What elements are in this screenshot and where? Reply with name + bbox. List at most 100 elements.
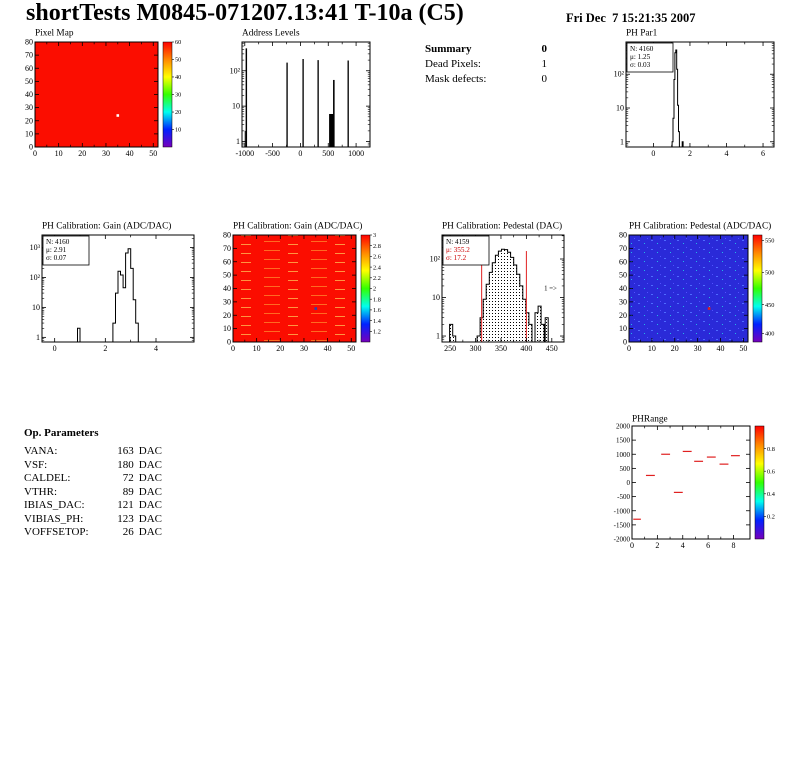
- op-parameter-label: VANA:: [24, 445, 58, 457]
- op-parameter-row: IBIAS_DAC: 121 DAC: [24, 499, 162, 513]
- svg-text:2.2: 2.2: [373, 275, 381, 282]
- pedestal-map-chart: 0 10 20 30 40 5001020304050607080550500450400…: [619, 221, 774, 354]
- op-parameters-block: Op. Parameters VANA: 163 DAC VSF: 180 DA…: [24, 427, 162, 540]
- svg-text:μ: 1.25: μ: 1.25: [630, 53, 651, 61]
- svg-text:30: 30: [25, 103, 33, 112]
- svg-text:-500: -500: [617, 493, 630, 501]
- svg-text:80: 80: [619, 231, 627, 240]
- svg-text:350: 350: [495, 344, 507, 353]
- panel-ph-par1: 0 2 4 6 10² 10 1 N: 4160 μ: 1.25 σ: 0.03 PH Par1: [600, 26, 786, 162]
- svg-text:10: 10: [55, 149, 63, 158]
- op-parameter-unit: DAC: [138, 526, 162, 538]
- svg-text:1.4: 1.4: [373, 318, 382, 325]
- svg-text:0: 0: [651, 149, 655, 158]
- svg-text:10: 10: [648, 344, 656, 353]
- svg-text:PH Calibration: Pedestal (DAC): PH Calibration: Pedestal (DAC): [442, 221, 562, 232]
- svg-text:N: 4160: N: 4160: [46, 238, 70, 246]
- summary-row-label: Mask defects:: [425, 73, 487, 85]
- svg-text:30: 30: [694, 344, 702, 353]
- svg-text:50: 50: [739, 344, 747, 353]
- op-parameter-unit: DAC: [138, 499, 162, 511]
- svg-text:σ: 0.07: σ: 0.07: [46, 254, 67, 262]
- svg-text:550: 550: [765, 238, 774, 245]
- svg-text:10: 10: [25, 129, 33, 138]
- op-parameter-unit: DAC: [138, 472, 162, 484]
- panel-address-levels: -1000 -500 0 500 1000 10² 10 1 Address Levels: [224, 26, 376, 162]
- svg-text:20: 20: [175, 109, 181, 116]
- svg-text:10: 10: [232, 102, 240, 111]
- svg-text:Address Levels: Address Levels: [242, 29, 300, 39]
- summary-heading-row: Summary 0: [425, 42, 547, 57]
- svg-text:30: 30: [175, 92, 181, 99]
- svg-text:50: 50: [223, 271, 231, 280]
- svg-text:N: 4159: N: 4159: [446, 238, 470, 246]
- op-parameter-row: CALDEL: 72 DAC: [24, 472, 162, 486]
- ph-range-chart: 0 2 4 6 8 2000 1500 1000 500 0 -500 -1000 -1500 -2000…: [614, 415, 776, 551]
- svg-text:-1000: -1000: [614, 507, 631, 515]
- svg-text:30: 30: [300, 344, 308, 353]
- summary-block: Summary 0 Dead Pixels: 1 Mask defects: 0: [425, 42, 547, 87]
- panel-pixel-map: 0 10 20 30 40 50 0 10 20 30 40 50 60 70 80 60 50 40 30 20 10…: [16, 26, 208, 162]
- panel-pedestal-histogram: 250 300 350 400 450 10² 10 1 N: 4159 μ: 355.2 σ: 1…: [416, 219, 574, 357]
- svg-text:2.8: 2.8: [373, 243, 381, 250]
- svg-text:500: 500: [620, 465, 631, 473]
- summary-rows: Dead Pixels: 1 Mask defects: 0: [425, 57, 547, 87]
- svg-text:1 =>: 1 =>: [544, 286, 557, 293]
- pixel-map-chart: 0 10 20 30 40 50 0 10 20 30 40 50 60 70 80 60 50 40 30 20 10…: [25, 29, 181, 159]
- svg-text:2000: 2000: [616, 423, 631, 431]
- svg-text:30: 30: [223, 297, 231, 306]
- op-parameter-label: VSF:: [24, 458, 48, 471]
- summary-heading: Summary: [425, 43, 472, 55]
- op-parameters-rows: VANA: 163 DAC VSF: 180 DAC CALDEL: 72 DA…: [24, 445, 162, 540]
- summary-row-value: 1: [541, 58, 548, 70]
- svg-text:50: 50: [25, 77, 33, 86]
- svg-text:40: 40: [619, 284, 627, 293]
- svg-text:10²: 10²: [614, 70, 625, 79]
- op-parameter-row: VSF: 180 DAC: [24, 459, 162, 473]
- svg-text:1: 1: [620, 137, 624, 146]
- svg-text:0: 0: [627, 479, 631, 487]
- svg-text:50: 50: [619, 271, 627, 280]
- op-parameter-label: CALDEL:: [24, 472, 71, 484]
- svg-text:PH Calibration: Gain (ADC/DAC): PH Calibration: Gain (ADC/DAC): [42, 221, 171, 232]
- svg-text:6: 6: [761, 149, 765, 158]
- svg-text:2: 2: [373, 286, 376, 293]
- panel-pedestal-map: 0 10 20 30 40 50 0 10 20 30 40 50 60 70 80 550 500 450 400…: [610, 219, 796, 357]
- svg-text:PHRange: PHRange: [632, 415, 668, 425]
- svg-text:20: 20: [78, 149, 86, 158]
- svg-text:10: 10: [619, 324, 627, 333]
- op-parameter-unit: DAC: [138, 512, 162, 525]
- svg-text:40: 40: [717, 344, 725, 353]
- svg-text:450: 450: [546, 344, 558, 353]
- svg-text:6: 6: [706, 541, 710, 550]
- svg-text:70: 70: [25, 51, 33, 60]
- svg-text:1500: 1500: [616, 437, 631, 445]
- svg-text:20: 20: [671, 344, 679, 353]
- svg-text:50: 50: [347, 344, 355, 353]
- svg-text:-1000: -1000: [235, 149, 254, 158]
- op-parameter-value: 89: [122, 485, 134, 498]
- op-parameter-label: VOFFSETOP:: [24, 526, 89, 538]
- svg-text:0: 0: [627, 344, 631, 353]
- svg-text:0: 0: [298, 149, 302, 158]
- svg-text:10: 10: [175, 127, 181, 134]
- op-parameter-label: IBIAS_DAC:: [24, 499, 85, 511]
- svg-text:80: 80: [25, 38, 33, 47]
- op-parameter-unit: DAC: [138, 485, 162, 498]
- svg-text:-500: -500: [265, 149, 280, 158]
- op-parameter-value: 123: [117, 512, 134, 525]
- op-parameter-value: 121: [117, 499, 134, 511]
- svg-text:250: 250: [444, 344, 456, 353]
- svg-text:1: 1: [36, 333, 40, 342]
- summary-row: Dead Pixels: 1: [425, 57, 547, 72]
- svg-text:8: 8: [732, 541, 736, 550]
- address-levels-chart: -1000 -500 0 500 1000 10² 10 1 Address Levels: [230, 29, 371, 158]
- svg-text:60: 60: [25, 64, 33, 73]
- svg-text:2: 2: [103, 344, 107, 353]
- op-parameter-value: 72: [122, 472, 134, 484]
- svg-text:μ: 2.91: μ: 2.91: [46, 246, 67, 254]
- summary-row: Mask defects: 0: [425, 72, 547, 87]
- svg-text:400: 400: [765, 331, 774, 338]
- svg-text:1000: 1000: [348, 149, 364, 158]
- svg-text:0: 0: [630, 541, 634, 550]
